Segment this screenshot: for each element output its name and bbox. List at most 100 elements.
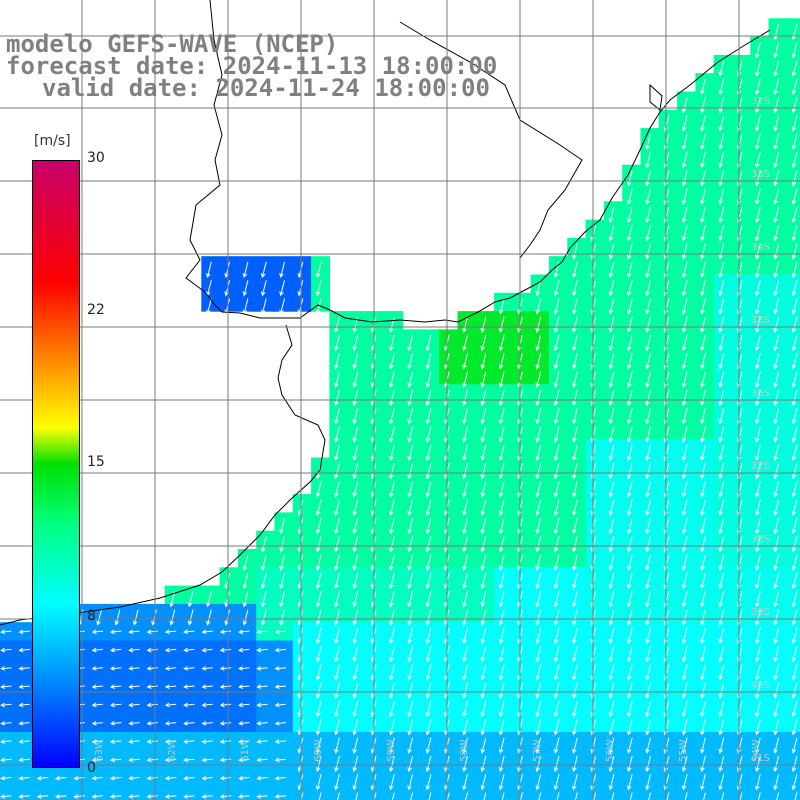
colorbar-tick-15: 15 bbox=[87, 454, 105, 470]
wind-speed-field bbox=[0, 18, 800, 800]
wind-arrow bbox=[535, 371, 542, 388]
wind-arrow bbox=[315, 664, 322, 681]
wind-arrow bbox=[757, 792, 761, 800]
wind-arrow bbox=[315, 517, 322, 535]
wind-arrow bbox=[146, 666, 158, 671]
wind-arrow bbox=[572, 627, 578, 645]
wind-arrow bbox=[755, 42, 761, 59]
wind-arrow bbox=[626, 206, 633, 224]
wind-arrow bbox=[187, 591, 194, 608]
wind-arrow bbox=[535, 719, 542, 736]
lon-label: 58W bbox=[458, 739, 470, 762]
wind-arrow bbox=[315, 774, 322, 791]
wind-arrow bbox=[721, 792, 725, 800]
wind-arrow bbox=[755, 243, 761, 260]
lon-label: 63W bbox=[93, 739, 105, 762]
wind-arrow bbox=[334, 517, 340, 535]
wind-arrow bbox=[256, 666, 268, 671]
wind-arrow bbox=[535, 408, 542, 425]
wind-arrow bbox=[315, 572, 322, 590]
wind-arrow bbox=[645, 206, 651, 224]
colorbar-tick-0: 0 bbox=[87, 760, 96, 776]
wind-arrow bbox=[626, 408, 633, 425]
wind-arrow bbox=[352, 517, 359, 535]
wind-arrow bbox=[700, 426, 706, 443]
wind-arrow bbox=[260, 591, 267, 608]
wind-arrow bbox=[773, 627, 780, 645]
wind-arrow bbox=[480, 737, 487, 754]
speed-cell bbox=[786, 292, 800, 312]
wind-arrow bbox=[91, 684, 104, 690]
wind-arrow bbox=[572, 517, 578, 535]
wind-arrow bbox=[590, 280, 597, 297]
wind-arrow bbox=[773, 334, 780, 352]
wind-arrow bbox=[535, 481, 542, 498]
wind-arrow bbox=[626, 664, 633, 681]
wind-arrow bbox=[626, 426, 633, 443]
speed-cell bbox=[786, 219, 800, 239]
wind-arrow bbox=[256, 684, 268, 690]
wind-arrow bbox=[700, 225, 706, 242]
wind-arrow bbox=[279, 591, 285, 608]
wind-arrow bbox=[553, 517, 560, 535]
wind-arrow bbox=[164, 702, 177, 708]
wind-arrow bbox=[681, 188, 688, 205]
wind-arrow bbox=[498, 389, 505, 407]
wind-arrow bbox=[128, 720, 140, 726]
wind-arrow bbox=[666, 792, 670, 800]
wind-arrow bbox=[425, 554, 432, 571]
wind-arrow bbox=[590, 225, 597, 242]
wind-arrow bbox=[700, 682, 706, 699]
wind-arrow bbox=[791, 60, 798, 77]
wind-arrow bbox=[128, 629, 140, 635]
wind-arrow bbox=[279, 554, 285, 571]
wind-arrow bbox=[791, 755, 798, 773]
lon-label: 57W bbox=[531, 739, 543, 762]
wind-arrow bbox=[352, 371, 359, 388]
wind-arrow bbox=[352, 499, 359, 516]
wind-arrow bbox=[718, 243, 725, 260]
wind-arrow bbox=[700, 499, 706, 516]
wind-arrow bbox=[187, 609, 194, 626]
wind-arrow bbox=[791, 774, 798, 791]
wind-arrow bbox=[700, 316, 706, 333]
wind-arrow bbox=[315, 646, 322, 663]
wind-arrow bbox=[462, 353, 468, 370]
wind-arrow bbox=[791, 737, 798, 754]
wind-arrow bbox=[242, 572, 249, 590]
wind-arrow bbox=[480, 774, 487, 791]
wind-arrow bbox=[608, 353, 615, 370]
wind-arrow bbox=[91, 739, 104, 744]
wind-arrow bbox=[608, 499, 615, 516]
wind-arrow bbox=[462, 646, 468, 663]
wind-arrow bbox=[242, 261, 249, 279]
wind-arrow bbox=[718, 499, 725, 516]
wind-arrow bbox=[183, 666, 195, 671]
lat-label: 40S bbox=[750, 680, 770, 691]
wind-arrow bbox=[572, 646, 578, 663]
wind-arrow bbox=[791, 316, 798, 333]
wind-arrow bbox=[480, 463, 487, 480]
speed-cell bbox=[786, 128, 800, 147]
wind-arrow bbox=[18, 702, 30, 708]
wind-arrow bbox=[91, 720, 104, 726]
wind-arrow bbox=[315, 591, 322, 608]
wind-arrow bbox=[645, 426, 651, 443]
wind-arrow bbox=[572, 719, 578, 736]
coastline-uruguay bbox=[399, 21, 583, 259]
wind-arrow bbox=[109, 775, 122, 781]
wind-arrow bbox=[681, 737, 688, 754]
wind-arrow bbox=[791, 133, 798, 150]
wind-arrow bbox=[425, 646, 432, 663]
wind-arrow bbox=[389, 591, 395, 608]
wind-arrow bbox=[407, 664, 414, 681]
wind-arrow bbox=[410, 792, 414, 800]
wind-arrow bbox=[791, 188, 798, 205]
wind-arrow bbox=[480, 609, 487, 626]
wind-arrow bbox=[572, 371, 578, 388]
wind-arrow bbox=[169, 609, 176, 626]
speed-cell bbox=[786, 457, 800, 477]
wind-arrow bbox=[791, 646, 798, 663]
wind-arrow bbox=[608, 371, 615, 388]
wind-arrow bbox=[407, 591, 414, 608]
